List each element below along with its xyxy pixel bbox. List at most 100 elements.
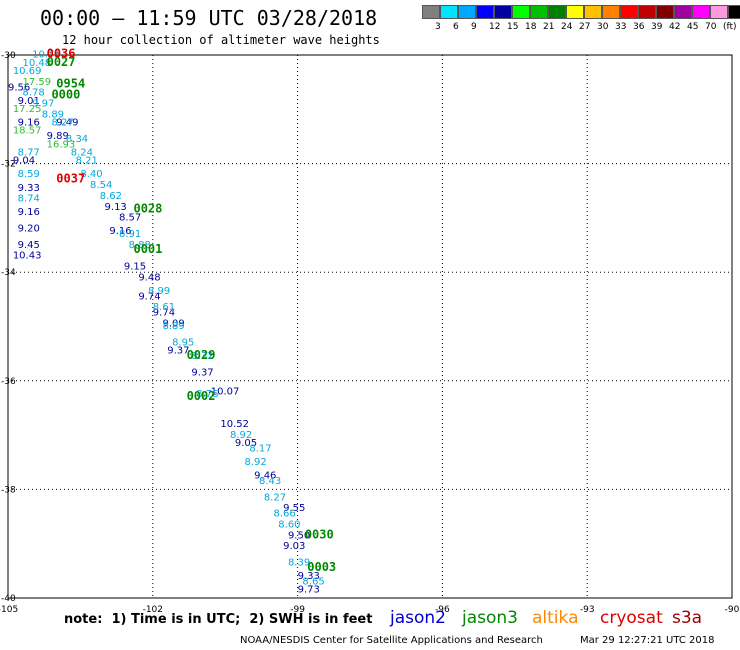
legend-swatch bbox=[602, 5, 620, 19]
wave-height-label: 8.40 bbox=[80, 169, 102, 180]
legend-label: 39 bbox=[651, 22, 663, 32]
legend-label: (ft) bbox=[723, 22, 737, 32]
time-label: 0037 bbox=[56, 172, 85, 186]
x-tick-label: -93 bbox=[580, 605, 595, 615]
wave-height-label: 9.09 bbox=[162, 319, 184, 330]
time-label: 0001 bbox=[133, 242, 162, 256]
wave-height-label: 18.57 bbox=[13, 126, 42, 137]
x-tick-label: -90 bbox=[725, 605, 740, 615]
plot-frame bbox=[7, 54, 733, 599]
legend-label: 12 bbox=[489, 22, 501, 32]
wave-height-label: 9.50 bbox=[288, 530, 310, 541]
wave-height-label: 9.15 bbox=[124, 261, 146, 272]
y-tick-label: -40 bbox=[1, 594, 16, 604]
legend-label: 45 bbox=[687, 22, 699, 32]
legend-label: 21 bbox=[543, 22, 555, 32]
wave-height-label: 8.66 bbox=[273, 509, 295, 520]
wave-height-label: 9.74 bbox=[153, 308, 175, 319]
wave-height-label: 8.89 bbox=[42, 109, 64, 120]
y-tick-label: -36 bbox=[1, 377, 16, 387]
wave-height-label: 8.95 bbox=[172, 338, 194, 349]
wave-height-label: 9.45 bbox=[18, 240, 40, 251]
wave-height-label: 8.27 bbox=[51, 118, 73, 129]
legend-swatch bbox=[422, 5, 440, 19]
time-label: 0003 bbox=[307, 560, 336, 574]
legend-swatch bbox=[674, 5, 692, 19]
legend-swatch bbox=[566, 5, 584, 19]
legend-swatch bbox=[710, 5, 728, 19]
wave-height-label: 9.89 bbox=[47, 131, 69, 142]
x-tick-label: -102 bbox=[143, 605, 163, 615]
wave-height-label: 8.92 bbox=[245, 457, 267, 468]
wave-height-label: 9.33 bbox=[298, 571, 320, 582]
wave-height-label: 9.37 bbox=[167, 346, 189, 357]
wave-height-label: 8.65 bbox=[302, 576, 324, 587]
wave-height-label: 9.97 bbox=[32, 99, 54, 110]
x-tick-label: -99 bbox=[290, 605, 305, 615]
legend-label: 15 bbox=[507, 22, 519, 32]
time-label: 0954 bbox=[56, 77, 85, 91]
legend-label: 24 bbox=[561, 22, 573, 32]
wave-height-label: 9.16 bbox=[18, 207, 40, 218]
wave-height-label: 9.16 bbox=[18, 118, 40, 129]
legend-altika: altika bbox=[532, 608, 579, 628]
wave-height-label: 8.17 bbox=[249, 443, 271, 454]
credit-timestamp: Mar 29 12:27:21 UTC 2018 bbox=[580, 635, 715, 646]
wave-height-label: 8.76 bbox=[196, 389, 218, 400]
legend-label: 42 bbox=[669, 22, 681, 32]
wave-height-label: 9.16 bbox=[109, 226, 131, 237]
legend-jason3: jason3 bbox=[462, 608, 518, 628]
wave-height-label: 8.91 bbox=[119, 229, 141, 240]
time-label: 0000 bbox=[51, 87, 80, 101]
x-tick-label: -105 bbox=[0, 605, 18, 615]
wave-height-label: 9.33 bbox=[18, 183, 40, 194]
legend-swatch bbox=[440, 5, 458, 19]
wave-height-label: 16.93 bbox=[47, 139, 76, 150]
legend-label: 9 bbox=[471, 22, 477, 32]
y-tick-label: -38 bbox=[1, 485, 16, 495]
wave-height-label: 8.88 bbox=[129, 240, 151, 251]
wave-height-label: 8.21 bbox=[76, 156, 98, 167]
legend-jason2: jason2 bbox=[390, 608, 446, 628]
credit-text: NOAA/NESDIS Center for Satellite Applica… bbox=[240, 635, 543, 646]
wave-height-label: 8.60 bbox=[278, 519, 300, 530]
wave-height-label: 8.99 bbox=[148, 286, 170, 297]
x-tick-label: -96 bbox=[435, 605, 450, 615]
time-label: 0030 bbox=[305, 527, 334, 541]
time-label: 0029 bbox=[187, 348, 216, 362]
legend-label: 70 bbox=[705, 22, 717, 32]
wave-height-label: 9.13 bbox=[105, 202, 127, 213]
wave-height-label: 8.74 bbox=[18, 194, 40, 205]
legend-swatch bbox=[458, 5, 476, 19]
chart-title: 00:00 – 11:59 UTC 03/28/2018 bbox=[40, 6, 378, 30]
time-label: 0027 bbox=[47, 55, 76, 69]
wave-height-label: 9.37 bbox=[191, 367, 213, 378]
legend-swatch bbox=[494, 5, 512, 19]
wave-height-label: 8.34 bbox=[66, 134, 88, 145]
wave-height-label: 9.01 bbox=[18, 96, 40, 107]
wave-height-label: 8.43 bbox=[259, 476, 281, 487]
legend-swatch bbox=[620, 5, 638, 19]
y-tick-label: -30 bbox=[1, 51, 16, 61]
wave-height-label: 8.77 bbox=[18, 147, 40, 158]
wave-height-label: 8.39 bbox=[288, 557, 310, 568]
wave-height-label: 9.05 bbox=[235, 438, 257, 449]
wave-height-label: 9.73 bbox=[298, 585, 320, 596]
wave-height-label: 8.92 bbox=[230, 430, 252, 441]
wave-height-label: 8.78 bbox=[22, 88, 44, 99]
legend-s3a: s3a bbox=[672, 608, 703, 628]
legend-label: 3 bbox=[435, 22, 441, 32]
legend-swatch bbox=[638, 5, 656, 19]
y-tick-label: -34 bbox=[1, 268, 16, 278]
wave-height-label: 8.54 bbox=[90, 180, 112, 191]
wave-height-label: 9.49 bbox=[56, 118, 78, 129]
time-label: 0036 bbox=[47, 47, 76, 61]
legend-swatch bbox=[584, 5, 602, 19]
legend-label: 30 bbox=[597, 22, 609, 32]
wave-height-label: 9.74 bbox=[138, 291, 160, 302]
wave-height-label: 9.46 bbox=[254, 471, 276, 482]
wave-height-label: 9.04 bbox=[13, 156, 35, 167]
y-tick-label: -32 bbox=[1, 160, 16, 170]
wave-height-label: 8.32 bbox=[191, 351, 213, 362]
